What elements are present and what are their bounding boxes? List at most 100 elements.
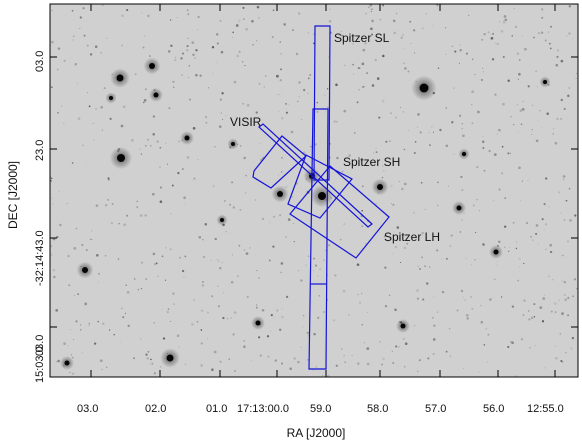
star <box>242 6 245 9</box>
star <box>50 253 53 256</box>
star <box>186 168 188 170</box>
star <box>307 335 310 337</box>
star <box>139 338 142 340</box>
star <box>468 14 470 17</box>
star <box>166 311 169 314</box>
star <box>139 148 141 150</box>
star <box>198 235 202 239</box>
star <box>233 311 237 314</box>
star <box>159 146 162 149</box>
star <box>542 297 546 300</box>
star <box>267 355 270 358</box>
label-spitzer-lh: Spitzer LH <box>384 230 440 244</box>
star <box>477 110 480 114</box>
star <box>363 342 366 344</box>
star <box>287 104 289 105</box>
star <box>216 259 218 261</box>
star <box>86 44 89 47</box>
star <box>560 359 563 363</box>
star <box>104 203 108 207</box>
star <box>88 322 90 324</box>
star <box>89 238 92 241</box>
star <box>50 245 53 247</box>
star <box>422 298 425 301</box>
star <box>77 117 81 121</box>
star <box>140 261 143 264</box>
star <box>257 336 261 339</box>
star <box>52 203 54 205</box>
star <box>255 306 258 309</box>
star <box>221 262 223 263</box>
star <box>126 214 129 217</box>
star <box>325 249 327 252</box>
star <box>151 362 154 365</box>
star <box>273 316 275 318</box>
star <box>87 92 88 94</box>
star <box>335 364 338 367</box>
star <box>231 181 233 184</box>
star <box>246 296 249 298</box>
star <box>470 296 472 298</box>
star <box>121 44 123 47</box>
star <box>323 310 326 314</box>
star <box>461 122 464 125</box>
star <box>334 274 336 276</box>
star <box>276 74 279 78</box>
star <box>544 367 546 369</box>
star <box>207 87 210 89</box>
star <box>533 303 536 306</box>
star <box>118 223 120 225</box>
star <box>348 314 350 316</box>
star <box>504 197 507 200</box>
bright-star <box>456 205 462 211</box>
star <box>297 270 299 272</box>
star <box>177 171 180 175</box>
star <box>348 154 351 157</box>
star <box>413 151 416 155</box>
x-tick-label: 56.0 <box>483 403 504 415</box>
star <box>232 37 234 39</box>
star <box>487 31 490 34</box>
star <box>488 149 491 153</box>
star <box>94 45 98 48</box>
star <box>352 63 355 66</box>
star <box>462 296 464 298</box>
spitzer-sl-slit-lower <box>308 108 329 370</box>
bright-star <box>318 192 326 200</box>
star <box>429 144 431 146</box>
star <box>218 260 220 262</box>
star <box>212 73 214 75</box>
star <box>499 21 501 23</box>
star <box>471 307 474 310</box>
star <box>357 293 359 295</box>
star <box>417 126 419 128</box>
star <box>489 298 492 301</box>
bright-star <box>231 142 235 146</box>
star <box>391 203 393 205</box>
star <box>528 318 531 321</box>
star <box>281 117 284 120</box>
bright-star <box>493 249 499 255</box>
star <box>258 82 261 85</box>
star <box>106 37 108 39</box>
bright-star <box>64 360 70 366</box>
star <box>133 278 136 280</box>
star <box>186 45 189 48</box>
star <box>254 199 257 201</box>
star <box>404 67 407 70</box>
star <box>546 112 550 116</box>
star <box>515 247 518 250</box>
star <box>384 266 387 269</box>
star <box>365 12 367 15</box>
star <box>298 96 300 98</box>
star <box>390 184 393 187</box>
star <box>314 264 318 267</box>
star <box>545 177 548 180</box>
star <box>419 131 422 134</box>
star <box>66 202 68 205</box>
visir-slit <box>258 123 373 228</box>
star <box>351 355 353 357</box>
star <box>359 159 361 161</box>
star <box>421 27 424 30</box>
star <box>243 339 246 342</box>
